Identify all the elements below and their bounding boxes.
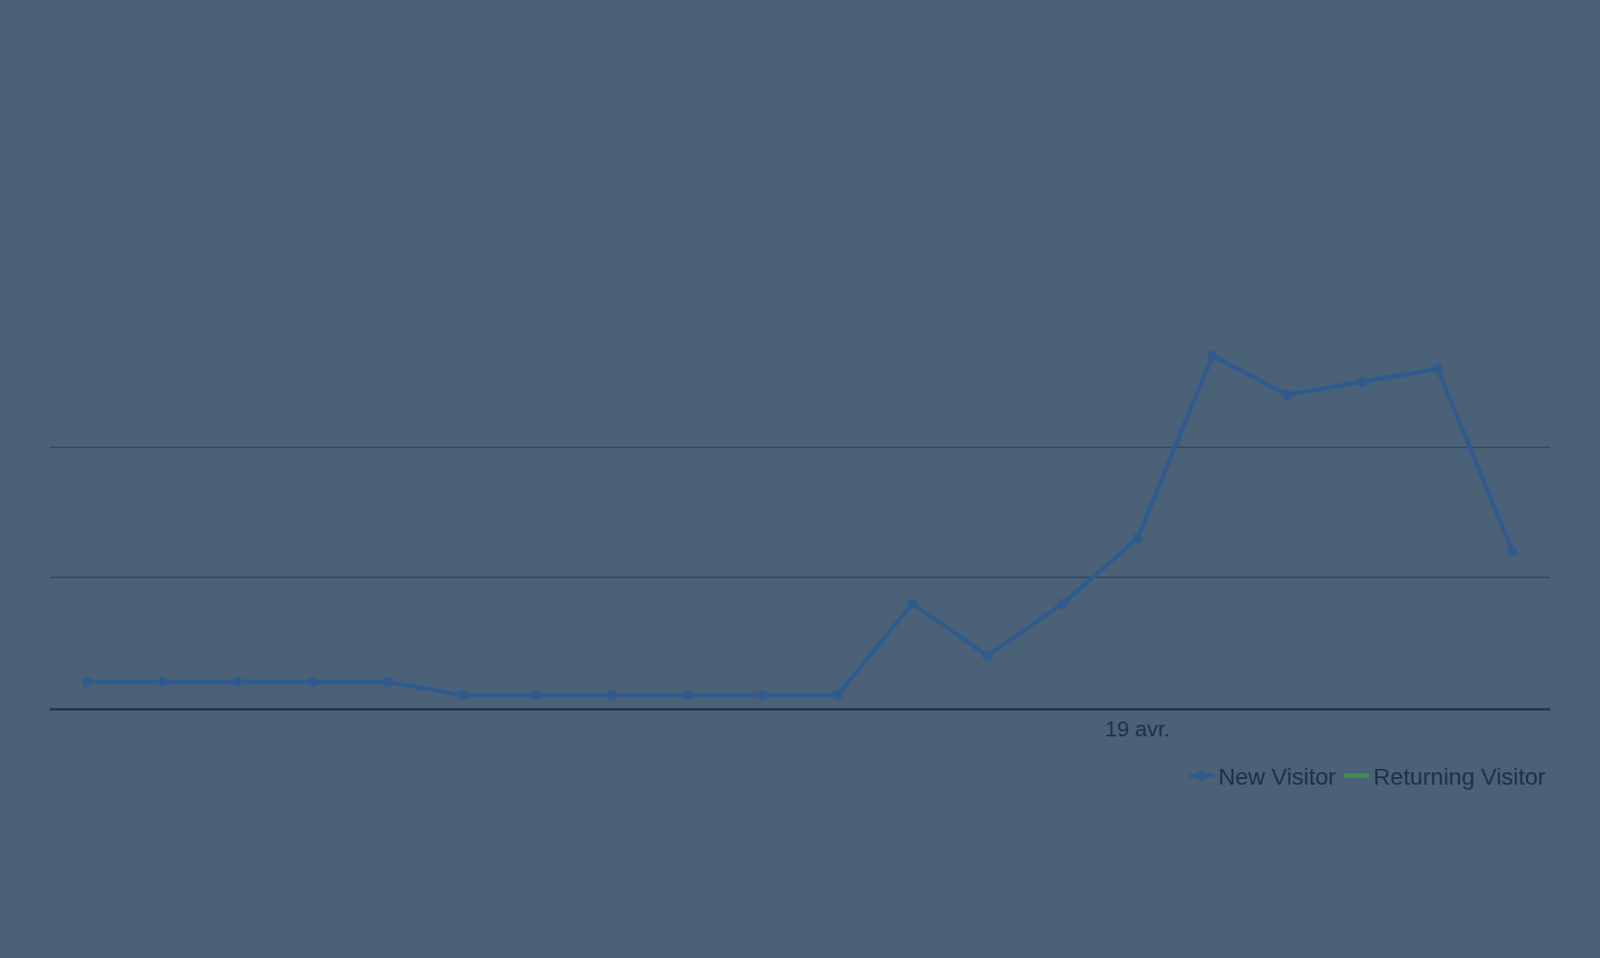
svg-text:Returning Visitor: Returning Visitor bbox=[1373, 764, 1545, 790]
svg-text:19 avr.: 19 avr. bbox=[1105, 716, 1170, 742]
svg-text:New Visitor: New Visitor bbox=[1218, 764, 1336, 790]
